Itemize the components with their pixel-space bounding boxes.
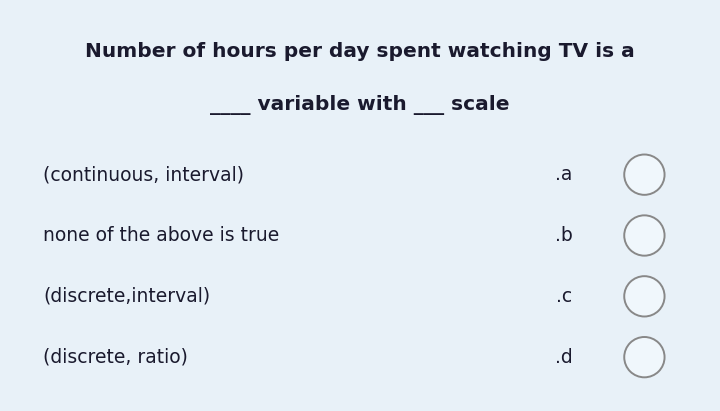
Text: (discrete, ratio): (discrete, ratio) xyxy=(43,348,188,367)
Ellipse shape xyxy=(624,276,665,316)
Text: (discrete,interval): (discrete,interval) xyxy=(43,287,210,306)
Text: ____ variable with ___ scale: ____ variable with ___ scale xyxy=(210,95,510,115)
Ellipse shape xyxy=(624,215,665,256)
Text: .a: .a xyxy=(555,165,572,184)
Text: .c: .c xyxy=(557,287,572,306)
Ellipse shape xyxy=(624,337,665,377)
Ellipse shape xyxy=(624,155,665,195)
Text: (continuous, interval): (continuous, interval) xyxy=(43,165,244,184)
Text: .d: .d xyxy=(554,348,572,367)
Text: Number of hours per day spent watching TV is a: Number of hours per day spent watching T… xyxy=(85,42,635,61)
Text: none of the above is true: none of the above is true xyxy=(43,226,279,245)
Text: .b: .b xyxy=(554,226,572,245)
